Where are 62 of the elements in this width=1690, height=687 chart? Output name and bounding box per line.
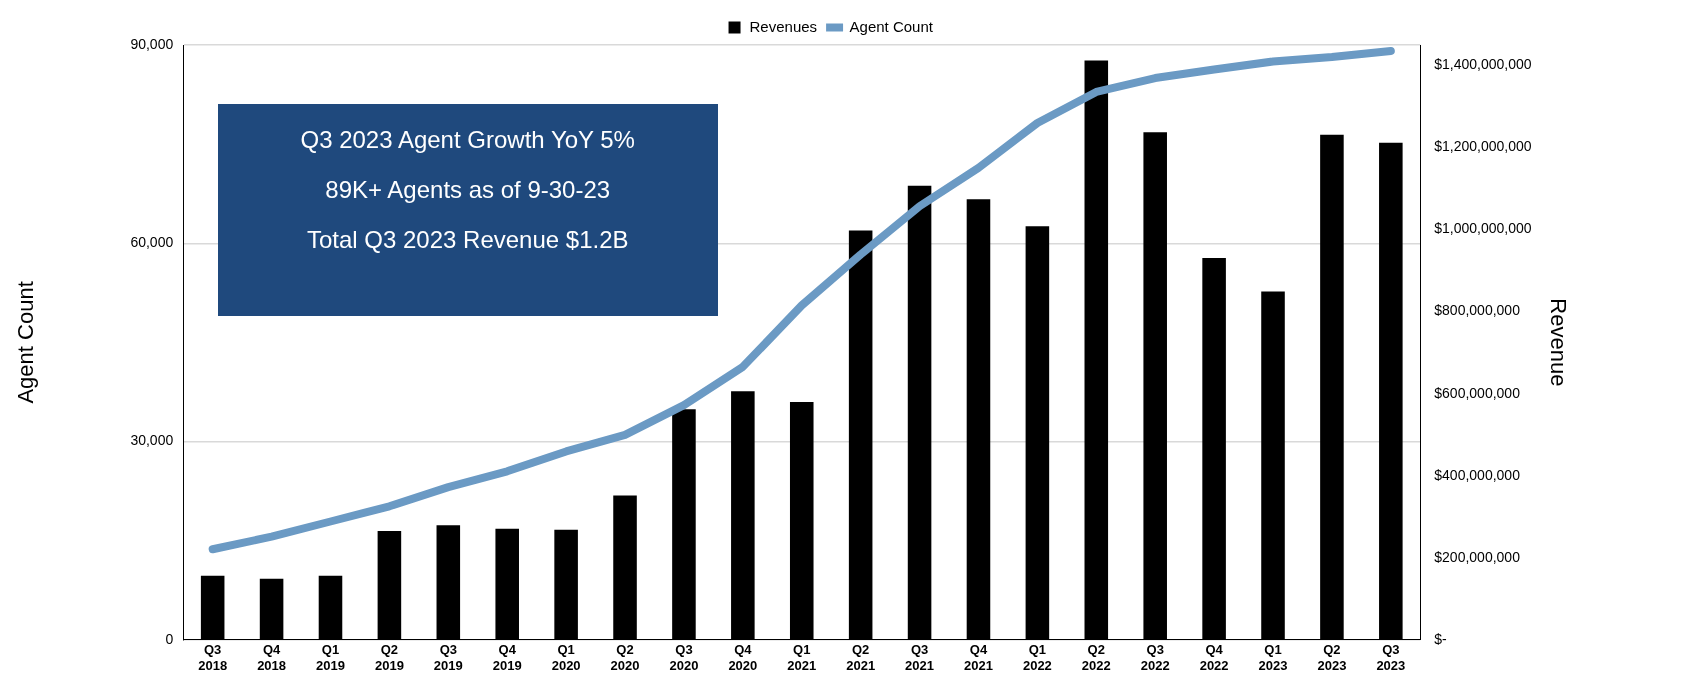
bar xyxy=(1379,142,1403,640)
x-tick-label: Q4 2018 xyxy=(257,642,287,673)
x-tick-label: Q3 2020 xyxy=(669,642,699,673)
y2-axis-title: Revenue xyxy=(1545,298,1571,387)
x-tick-label: Q2 2023 xyxy=(1317,642,1347,673)
y-tick-label: 0 xyxy=(165,630,174,647)
bar xyxy=(436,525,461,640)
text-box: Q3 2023 Agent Growth YoY 5% 89K+ Agents as of 9-30-23 Total Q3 2023 Revenue $1.2B xyxy=(217,104,718,316)
x-tick-label: Q2 2020 xyxy=(610,642,640,673)
x-tick-label: Q1 2020 xyxy=(551,642,581,673)
bar xyxy=(1084,60,1109,640)
bar xyxy=(672,409,696,640)
y-tick-label: 30,000 xyxy=(130,432,174,449)
x-tick-label: Q4 2020 xyxy=(728,642,758,673)
bar xyxy=(848,230,873,640)
y2-tick-label: $1,000,000,000 xyxy=(1434,220,1532,237)
x-tick-label: Q3 2023 xyxy=(1376,642,1406,673)
x-tick-label: Q2 2022 xyxy=(1081,642,1111,673)
legend-label: Revenues xyxy=(749,17,818,35)
x-tick-label: Q2 2019 xyxy=(374,642,404,673)
x-tick-label: Q1 2019 xyxy=(316,642,345,673)
x-tick-label: Q3 2018 xyxy=(198,642,228,673)
bar xyxy=(907,185,932,640)
annotation: 89K+ Agents as of 9-30-23 xyxy=(324,176,612,205)
y2-tick-label: $200,000,000 xyxy=(1434,548,1521,565)
bar xyxy=(966,199,991,640)
bar xyxy=(1143,132,1167,640)
x-tick-label: Q3 2022 xyxy=(1140,642,1170,673)
x-tick-label: Q1 2023 xyxy=(1258,642,1288,673)
legend-label: Agent Count xyxy=(849,17,934,35)
y-tick-label: 60,000 xyxy=(130,234,174,251)
x-tick-label: Q4 2022 xyxy=(1199,642,1229,673)
bar xyxy=(613,495,637,640)
x-tick-label: Q1 2021 xyxy=(787,642,817,673)
y2-tick-label: $800,000,000 xyxy=(1434,302,1521,319)
bar xyxy=(789,401,814,640)
bar xyxy=(554,529,578,640)
annotation: Q3 2023 Agent Growth YoY 5% xyxy=(299,126,636,155)
y-tick-label: 90,000 xyxy=(130,35,174,52)
x-tick-label: Q4 2021 xyxy=(964,642,993,673)
y2-tick-label: $600,000,000 xyxy=(1434,384,1521,401)
bar xyxy=(731,391,755,640)
y2-tick-label: $1,400,000,000 xyxy=(1434,56,1532,73)
x-tick-label: Q3 2021 xyxy=(905,642,935,673)
x-tick-label: Q2 2021 xyxy=(846,642,876,673)
y-axis-title: Agent Count xyxy=(13,281,39,404)
y2-tick-label: $400,000,000 xyxy=(1434,466,1521,483)
bar xyxy=(200,575,225,640)
x-tick-label: Q1 2022 xyxy=(1022,642,1052,673)
bar xyxy=(259,578,284,640)
bar xyxy=(377,531,402,640)
annotation: Total Q3 2023 Revenue $1.2B xyxy=(305,226,630,255)
bar xyxy=(1261,291,1285,640)
x-tick-label: Q4 2019 xyxy=(492,642,522,673)
x-tick-label: Q3 2019 xyxy=(433,642,463,673)
y2-tick-label: $- xyxy=(1434,630,1448,647)
bar xyxy=(1202,257,1226,640)
y2-tick-label: $1,200,000,000 xyxy=(1434,138,1532,155)
bar xyxy=(495,528,519,640)
bar xyxy=(1320,134,1344,640)
bar xyxy=(318,575,343,640)
bar xyxy=(1025,226,1050,640)
